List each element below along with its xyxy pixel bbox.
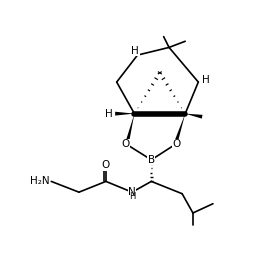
Polygon shape	[125, 114, 134, 145]
Polygon shape	[174, 114, 185, 145]
Text: H: H	[129, 192, 135, 201]
Text: O: O	[121, 139, 129, 149]
Text: H₂N: H₂N	[30, 176, 50, 186]
Polygon shape	[185, 114, 203, 119]
Text: O: O	[102, 160, 110, 170]
Polygon shape	[115, 112, 134, 116]
Text: O: O	[173, 139, 181, 149]
Text: B: B	[148, 155, 155, 165]
Text: N: N	[128, 187, 136, 197]
Text: H: H	[105, 109, 113, 119]
Text: H: H	[202, 75, 210, 85]
Text: H: H	[131, 45, 139, 56]
